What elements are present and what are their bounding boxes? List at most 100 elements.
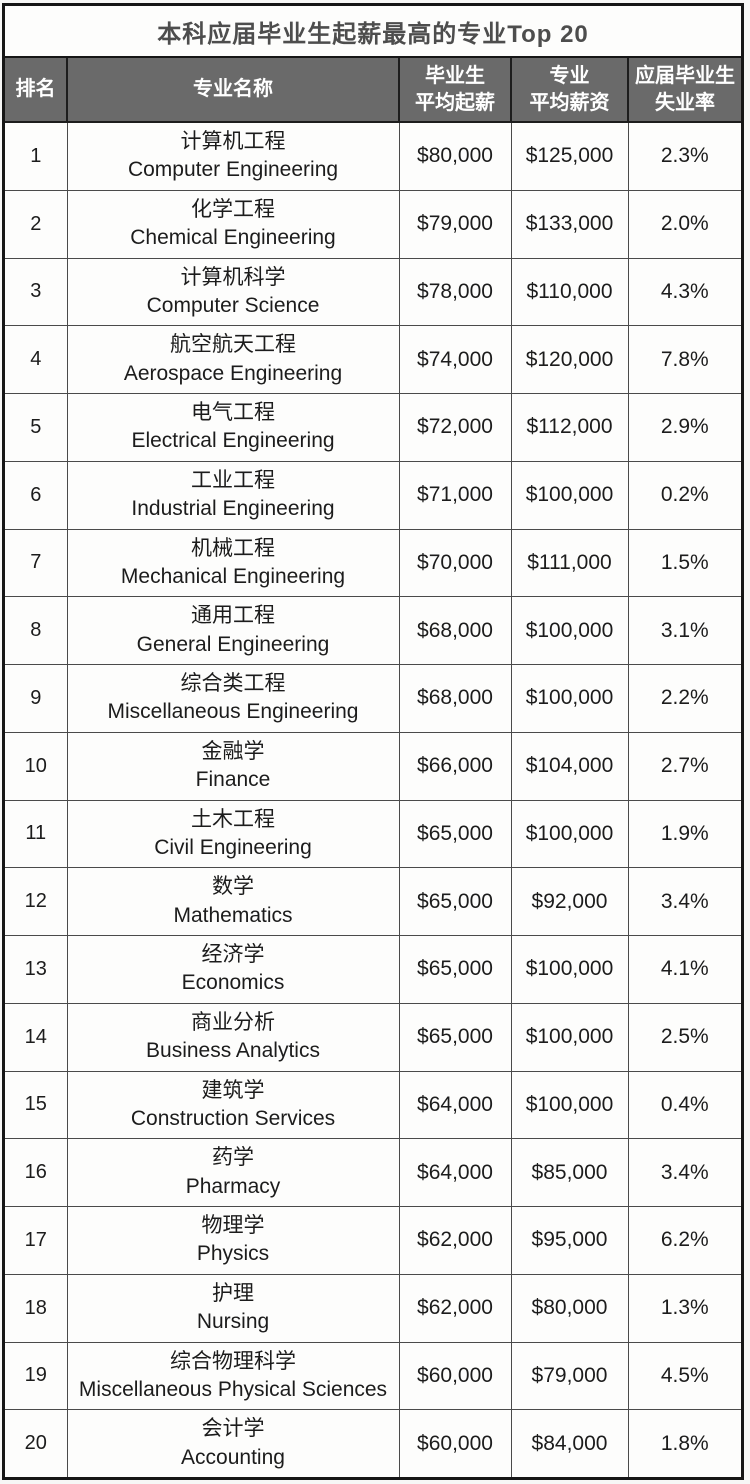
major-name-cell: 数学 Mathematics — [66, 867, 400, 937]
new-grad-unemployment-rate-cell: 1.9% — [627, 799, 741, 869]
major-name-en: Mechanical Engineering — [120, 564, 346, 588]
table-row: 8 通用工程 General Engineering $68,000 $100,… — [5, 596, 741, 666]
graduate-avg-starting-salary-cell: $64,000 — [398, 1070, 512, 1140]
major-name-cell: 综合物理科学 Miscellaneous Physical Sciences — [66, 1341, 400, 1411]
new-grad-unemployment-rate-cell: 2.9% — [627, 393, 741, 462]
major-name-en: Electrical Engineering — [131, 429, 335, 453]
major-name-zh: 商业分析 — [191, 1010, 275, 1034]
new-grad-unemployment-rate-cell: 4.1% — [627, 935, 741, 1004]
major-name-en: Business Analytics — [146, 1039, 320, 1063]
major-name-cell: 土木工程 Civil Engineering — [66, 799, 400, 869]
major-name-zh: 电气工程 — [191, 401, 275, 425]
major-avg-salary-cell: $85,000 — [510, 1138, 629, 1208]
major-avg-salary-cell: $79,000 — [510, 1341, 629, 1411]
major-avg-salary-cell: $95,000 — [510, 1206, 629, 1275]
new-grad-unemployment-rate-cell: 1.5% — [627, 528, 741, 598]
major-name-cell: 计算机工程 Computer Engineering — [66, 121, 400, 191]
table-row: 11 土木工程 Civil Engineering $65,000 $100,0… — [5, 799, 741, 869]
table-row: 5 电气工程 Electrical Engineering $72,000 $1… — [5, 393, 741, 462]
rank-cell: 6 — [5, 460, 68, 530]
header-major-avg-salary: 专业 平均薪资 — [510, 58, 628, 123]
table-row: 4 航空航天工程 Aerospace Engineering $74,000 $… — [5, 325, 741, 395]
major-name-en: General Engineering — [136, 632, 330, 656]
new-grad-unemployment-rate-cell: 0.4% — [627, 1070, 741, 1140]
rank-cell: 12 — [5, 867, 68, 937]
table-row: 20 会计学 Accounting $60,000 $84,000 1.8% — [5, 1409, 741, 1477]
header-row: 排名 专业名称 毕业生 平均起薪 专业 平均薪资 应届毕业生 失业率 — [5, 58, 741, 123]
new-grad-unemployment-rate-cell: 2.7% — [627, 731, 741, 801]
major-avg-salary-cell: $100,000 — [510, 1002, 629, 1072]
new-grad-unemployment-rate-cell: 2.0% — [627, 189, 741, 259]
majors-table: 排名 专业名称 毕业生 平均起薪 专业 平均薪资 应届毕业生 失业率 1 计算机… — [5, 58, 741, 1477]
major-avg-salary-cell: $100,000 — [510, 460, 629, 530]
header-major-name: 专业名称 — [66, 58, 399, 123]
major-name-zh: 机械工程 — [191, 536, 275, 560]
graduate-avg-starting-salary-cell: $65,000 — [398, 799, 512, 869]
major-avg-salary-cell: $125,000 — [510, 121, 629, 191]
table-row: 3 计算机科学 Computer Science $78,000 $110,00… — [5, 257, 741, 327]
table-row: 16 药学 Pharmacy $64,000 $85,000 3.4% — [5, 1138, 741, 1208]
rank-cell: 3 — [5, 257, 68, 327]
new-grad-unemployment-rate-cell: 2.5% — [627, 1002, 741, 1072]
major-name-zh: 综合类工程 — [180, 672, 286, 696]
graduate-avg-starting-salary-cell: $62,000 — [398, 1206, 512, 1275]
graduate-avg-starting-salary-cell: $70,000 — [398, 528, 512, 598]
table-row: 1 计算机工程 Computer Engineering $80,000 $12… — [5, 121, 741, 191]
major-name-en: Miscellaneous Engineering — [107, 700, 359, 724]
new-grad-unemployment-rate-cell: 3.4% — [627, 1138, 741, 1208]
major-name-zh: 数学 — [212, 875, 254, 899]
major-name-cell: 综合类工程 Miscellaneous Engineering — [66, 664, 400, 733]
graduate-avg-starting-salary-cell: $66,000 — [398, 731, 512, 801]
rank-cell: 15 — [5, 1070, 68, 1140]
major-name-zh: 化学工程 — [191, 197, 275, 221]
major-avg-salary-cell: $92,000 — [510, 867, 629, 937]
major-name-en: Finance — [195, 768, 271, 792]
rank-cell: 17 — [5, 1206, 68, 1275]
rank-cell: 19 — [5, 1341, 68, 1411]
major-avg-salary-cell: $100,000 — [510, 799, 629, 869]
major-name-zh: 金融学 — [201, 739, 265, 763]
major-name-en: Chemical Engineering — [130, 226, 336, 250]
table-row: 15 建筑学 Construction Services $64,000 $10… — [5, 1070, 741, 1140]
rank-cell: 7 — [5, 528, 68, 598]
rank-cell: 8 — [5, 596, 68, 666]
graduate-avg-starting-salary-cell: $78,000 — [398, 257, 512, 327]
major-name-en: Aerospace Engineering — [123, 361, 343, 385]
table-row: 14 商业分析 Business Analytics $65,000 $100,… — [5, 1002, 741, 1072]
major-name-zh: 计算机科学 — [180, 265, 286, 289]
graduate-avg-starting-salary-cell: $65,000 — [398, 1002, 512, 1072]
graduate-avg-starting-salary-cell: $65,000 — [398, 935, 512, 1004]
graduate-avg-starting-salary-cell: $68,000 — [398, 596, 512, 666]
major-name-zh: 通用工程 — [191, 604, 275, 628]
graduate-avg-starting-salary-cell: $79,000 — [398, 189, 512, 259]
major-name-zh: 土木工程 — [191, 807, 275, 831]
rank-cell: 14 — [5, 1002, 68, 1072]
major-avg-salary-cell: $100,000 — [510, 1070, 629, 1140]
major-name-cell: 通用工程 General Engineering — [66, 596, 400, 666]
graduate-avg-starting-salary-cell: $71,000 — [398, 460, 512, 530]
major-name-en: Pharmacy — [185, 1174, 281, 1198]
major-avg-salary-cell: $80,000 — [510, 1273, 629, 1343]
major-name-cell: 建筑学 Construction Services — [66, 1070, 400, 1140]
major-avg-salary-cell: $100,000 — [510, 596, 629, 666]
new-grad-unemployment-rate-cell: 4.5% — [627, 1341, 741, 1411]
table-row: 2 化学工程 Chemical Engineering $79,000 $133… — [5, 189, 741, 259]
major-name-en: Accounting — [181, 1445, 285, 1469]
new-grad-unemployment-rate-cell: 2.3% — [627, 121, 741, 191]
major-name-zh: 航空航天工程 — [170, 333, 296, 357]
major-name-cell: 物理学 Physics — [66, 1206, 400, 1275]
major-avg-salary-cell: $104,000 — [510, 731, 629, 801]
major-avg-salary-cell: $100,000 — [510, 935, 629, 1004]
major-name-cell: 商业分析 Business Analytics — [66, 1002, 400, 1072]
new-grad-unemployment-rate-cell: 0.2% — [627, 460, 741, 530]
major-avg-salary-cell: $133,000 — [510, 189, 629, 259]
major-name-zh: 工业工程 — [191, 468, 275, 492]
major-name-cell: 计算机科学 Computer Science — [66, 257, 400, 327]
rank-cell: 13 — [5, 935, 68, 1004]
new-grad-unemployment-rate-cell: 7.8% — [627, 325, 741, 395]
rank-cell: 1 — [5, 121, 68, 191]
rank-cell: 18 — [5, 1273, 68, 1343]
header-graduate-avg-starting-salary: 毕业生 平均起薪 — [398, 58, 511, 123]
major-name-zh: 综合物理科学 — [170, 1349, 296, 1373]
major-name-zh: 药学 — [212, 1146, 254, 1170]
